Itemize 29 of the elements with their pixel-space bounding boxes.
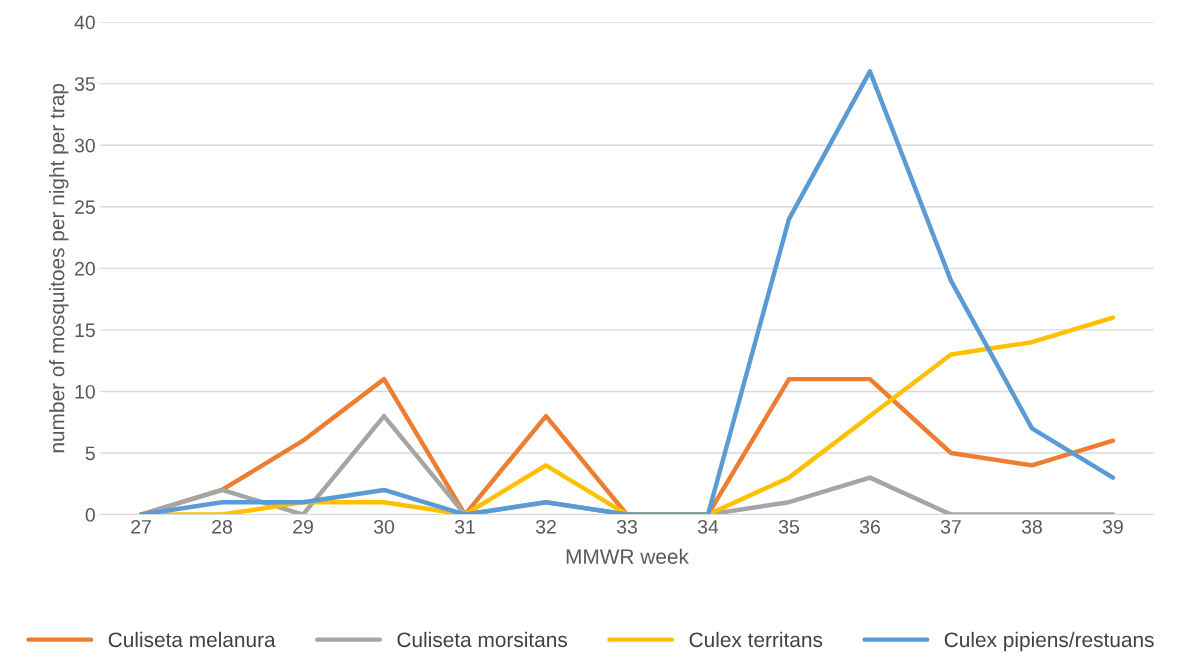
x-tick-label: 37 xyxy=(940,519,961,534)
x-tick-label: 33 xyxy=(616,519,637,534)
x-tick-label: 34 xyxy=(697,519,719,534)
y-tick-label: 20 xyxy=(75,261,95,276)
y-tick-label: 0 xyxy=(85,508,95,522)
x-tick-label: 31 xyxy=(454,519,475,534)
x-axis-title: MMWR week xyxy=(566,548,689,564)
x-tick-label: 35 xyxy=(778,519,799,534)
x-tick-label: 36 xyxy=(859,519,880,534)
y-tick-label: 35 xyxy=(74,77,95,91)
x-tick-label: 30 xyxy=(373,519,395,534)
x-tick-label: 28 xyxy=(212,519,233,534)
y-tick-label: 15 xyxy=(75,323,95,338)
legend-label: Culex pipiens/restuans xyxy=(944,631,1154,652)
y-tick-label: 5 xyxy=(85,446,95,461)
x-tick-label: 39 xyxy=(1102,519,1123,534)
line-series xyxy=(138,69,1116,515)
x-tick-label: 29 xyxy=(293,519,313,534)
y-tick-label: 25 xyxy=(75,200,95,215)
x-tick-label: 27 xyxy=(131,519,151,534)
y-tick-label: 40 xyxy=(74,15,95,30)
legend-label: Culex territans xyxy=(689,631,823,648)
x-tick-label: 32 xyxy=(535,519,556,534)
legend-label: Culiseta melanura xyxy=(108,631,276,648)
x-tick-label: 38 xyxy=(1021,519,1042,534)
y-tick-label: 30 xyxy=(74,138,95,153)
legend-label: Culiseta morsitans xyxy=(397,631,568,648)
y-axis-title: number of mosquitoes per night per trap xyxy=(49,83,69,453)
y-tick-label: 10 xyxy=(75,384,95,399)
